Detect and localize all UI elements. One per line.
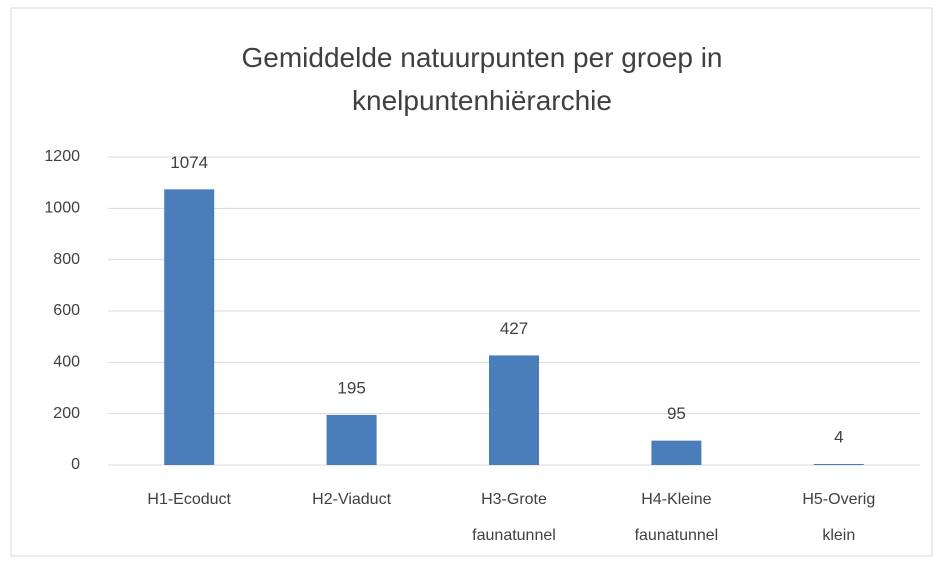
x-tick-label: H2-Viaduct: [312, 491, 391, 508]
data-label: 1074: [170, 153, 208, 172]
bar: [326, 414, 377, 465]
x-tick-label: H1-Ecoduct: [147, 491, 231, 508]
bar: [164, 189, 215, 465]
bar: [651, 440, 702, 465]
bar: [489, 355, 539, 465]
y-tick-label: 800: [53, 251, 80, 268]
x-tick-label: H5-Overig klein: [802, 491, 875, 544]
data-label: 427: [500, 319, 528, 338]
bar: [813, 463, 864, 465]
chart-title: Gemiddelde natuurpunten per groep in knel…: [241, 42, 722, 116]
y-tick-label: 600: [53, 302, 80, 319]
x-tick-label: H4-Kleine faunatunnel: [635, 491, 719, 544]
y-tick-label: 400: [53, 354, 80, 371]
data-label: 4: [834, 427, 843, 446]
x-tick-label: H3-Grote faunatunnel: [472, 491, 556, 544]
y-tick-label: 1200: [44, 148, 80, 165]
data-label: 195: [337, 378, 365, 397]
data-label: 95: [667, 404, 686, 423]
y-tick-label: 0: [71, 456, 80, 473]
y-tick-label: 200: [53, 405, 80, 422]
y-tick-label: 1000: [44, 200, 80, 217]
